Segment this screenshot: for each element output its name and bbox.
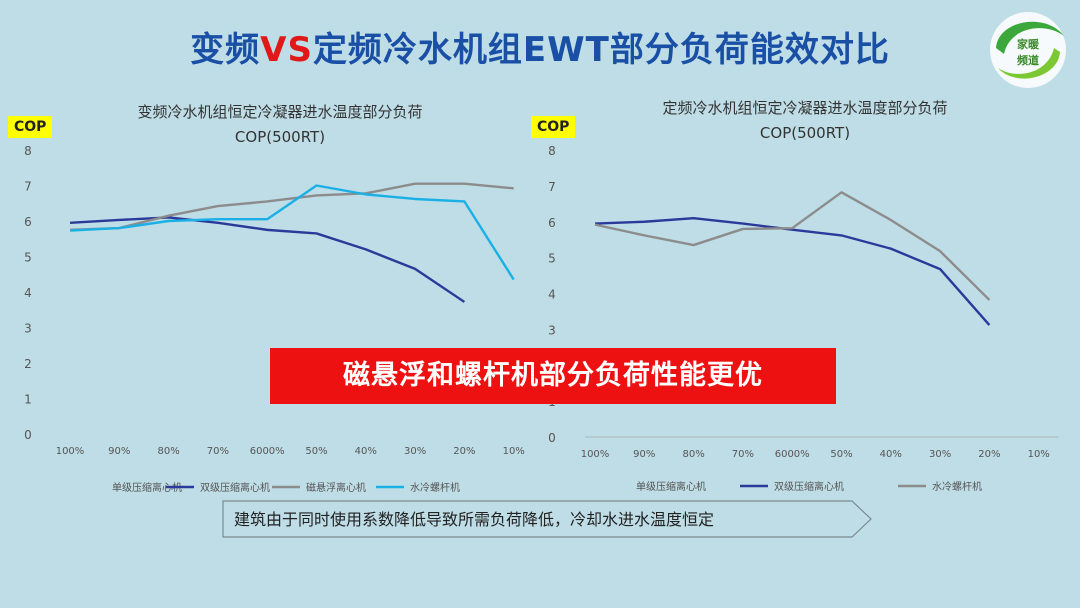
left-legend-label: 双级压缩离心机: [200, 481, 270, 494]
right-ytick: 3: [548, 323, 556, 337]
right-xtick: 100%: [581, 449, 610, 460]
right-ytick: 6: [548, 216, 556, 230]
left-chart-title: 变频冷水机组恒定冷凝器进水温度部分负荷 COP(500RT): [100, 100, 460, 150]
right-xtick: 30%: [929, 449, 951, 460]
right-xtick: 40%: [880, 449, 902, 460]
right-ytick: 8: [548, 144, 556, 158]
left-series-line-1: [69, 216, 466, 303]
right-chart-title-line1: 定频冷水机组恒定冷凝器进水温度部分负荷: [662, 99, 948, 117]
left-xtick: 10%: [503, 446, 525, 457]
right-xtick: 20%: [978, 449, 1000, 460]
right-xtick: 80%: [682, 449, 704, 460]
note-arrow-shape: [222, 500, 872, 538]
left-ytick: 2: [24, 357, 32, 371]
logo-line1: 家暖: [1017, 37, 1040, 51]
left-ytick: 0: [24, 428, 32, 442]
right-ytick: 7: [548, 180, 556, 194]
left-series-line-3: [69, 184, 515, 281]
right-ytick: 5: [548, 252, 556, 266]
left-xtick: 70%: [207, 446, 229, 457]
left-xtick: 90%: [108, 446, 130, 457]
left-ytick: 1: [24, 393, 32, 407]
left-chart-title-line2: COP(500RT): [234, 128, 326, 146]
logo-line2: 频道: [1017, 53, 1039, 67]
highlight-banner: 磁悬浮和螺杆机部分负荷性能更优: [270, 348, 836, 404]
left-legend-label: 水冷螺杆机: [410, 481, 460, 494]
left-xtick: 20%: [453, 446, 475, 457]
right-cop-badge: COP: [531, 116, 576, 138]
left-xtick: 100%: [56, 446, 85, 457]
right-legend-label: 单级压缩离心机: [636, 480, 706, 493]
left-cop-badge: COP: [8, 116, 53, 138]
left-xtick: 80%: [157, 446, 179, 457]
logo-icon: 家暖 频道: [990, 12, 1066, 88]
right-series-line-2: [594, 191, 991, 301]
left-series-line-2: [69, 182, 514, 232]
left-legend-label: 单级压缩离心机: [112, 481, 182, 494]
title-vs: VS: [260, 30, 313, 70]
left-ytick: 5: [24, 251, 32, 265]
left-ytick: 8: [24, 144, 32, 158]
right-xtick: 70%: [732, 449, 754, 460]
left-ytick: 3: [24, 322, 32, 336]
left-xtick: 30%: [404, 446, 426, 457]
right-xtick: 50%: [830, 449, 852, 460]
right-legend-label: 水冷螺杆机: [932, 480, 982, 493]
right-chart-title: 定频冷水机组恒定冷凝器进水温度部分负荷 COP(500RT): [620, 96, 990, 146]
slide-title: 变频VS定频冷水机组EWT部分负荷能效对比: [0, 22, 1080, 71]
right-xtick: 6000%: [775, 449, 810, 460]
left-xtick: 50%: [305, 446, 327, 457]
left-xtick: 40%: [355, 446, 377, 457]
left-ytick: 7: [24, 180, 32, 194]
left-ytick: 6: [24, 215, 32, 229]
left-legend-label: 磁悬浮离心机: [306, 481, 366, 494]
right-series-line-1: [594, 216, 991, 326]
right-ytick: 0: [548, 431, 556, 445]
title-part2: 定频冷水机组EWT部分负荷能效对比: [312, 30, 890, 70]
note-box: 建筑由于同时使用系数降低导致所需负荷降低，冷却水进水温度恒定: [222, 500, 872, 538]
left-xtick: 6000%: [250, 446, 285, 457]
left-ytick: 4: [24, 286, 32, 300]
right-chart-title-line2: COP(500RT): [759, 124, 851, 142]
right-legend-label: 双级压缩离心机: [774, 480, 844, 493]
right-xtick: 10%: [1028, 449, 1050, 460]
title-part1: 变频: [190, 30, 261, 70]
left-chart-title-line1: 变频冷水机组恒定冷凝器进水温度部分负荷: [137, 103, 423, 121]
right-ytick: 4: [548, 288, 556, 302]
right-xtick: 90%: [633, 449, 655, 460]
note-text: 建筑由于同时使用系数降低导致所需负荷降低，冷却水进水温度恒定: [234, 510, 715, 529]
